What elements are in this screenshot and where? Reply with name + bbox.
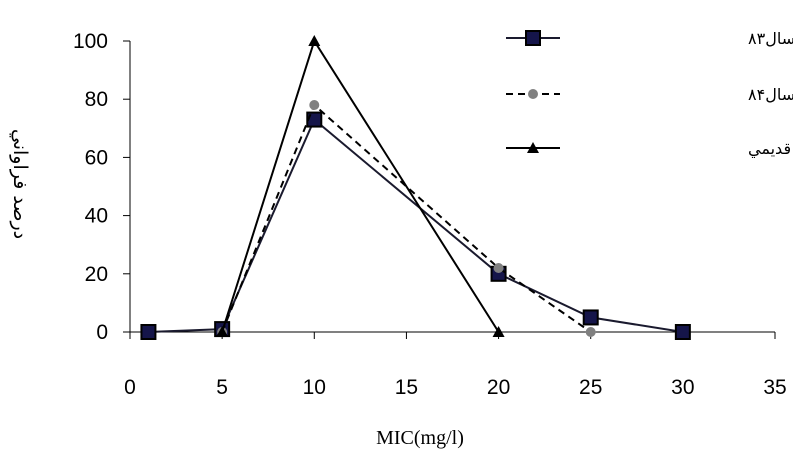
- x-tick-label: 10: [303, 376, 326, 399]
- y-tick-label: 80: [85, 88, 108, 111]
- series-1-point: [584, 310, 598, 324]
- x-axis-label: MIC(mg/l): [376, 427, 464, 449]
- y-tick-label: 100: [73, 30, 108, 53]
- axes: 0 20 40 60 80 100 0 5 10 15 20 25 30 35: [73, 30, 787, 399]
- legend-entry-3: جدايه هاى قديمي: [506, 139, 793, 159]
- series-1-line: [148, 120, 683, 332]
- legend-entry-2: جدايه هاى سال۸۴: [506, 85, 793, 104]
- x-tick-label: 5: [216, 376, 228, 399]
- x-tick-label: 35: [763, 376, 786, 399]
- y-tick-label: 0: [96, 321, 108, 344]
- series-2-point: [494, 263, 504, 273]
- series-1: [141, 113, 689, 339]
- x-tick-label: 30: [671, 376, 694, 399]
- y-tick-label: 20: [85, 263, 108, 286]
- series-1-point: [141, 325, 155, 339]
- legend-swatch-marker: [526, 31, 540, 45]
- series-3-point: [308, 35, 320, 46]
- series-2: [217, 100, 596, 337]
- y-tick-label: 60: [85, 146, 108, 169]
- x-tick-label: 25: [579, 376, 602, 399]
- series-2-point: [586, 327, 596, 337]
- y-axis-label: درصد فراواني: [9, 129, 31, 239]
- legend-entry-1: جدايه هاى سال۸۳: [506, 29, 793, 48]
- x-tick-label: 15: [395, 376, 418, 399]
- legend-label: جدايه هاى قديمي: [748, 139, 793, 159]
- series-2-point: [309, 100, 319, 110]
- series-3: [216, 35, 504, 337]
- series-3-line: [222, 41, 499, 332]
- series-layer: [141, 35, 689, 339]
- series-2-line: [222, 105, 591, 332]
- legend-label: جدايه هاى سال۸۴: [748, 85, 793, 104]
- x-tick-label: 20: [487, 376, 510, 399]
- y-tick-label: 40: [85, 205, 108, 228]
- x-tick-label: 0: [124, 376, 136, 399]
- legend-label: جدايه هاى سال۸۳: [748, 29, 793, 48]
- legend: جدايه هاى سال۸۳ جدايه هاى سال۸۴ جدايه هاى …: [506, 29, 793, 159]
- legend-swatch-marker: [528, 89, 538, 99]
- series-1-point: [676, 325, 690, 339]
